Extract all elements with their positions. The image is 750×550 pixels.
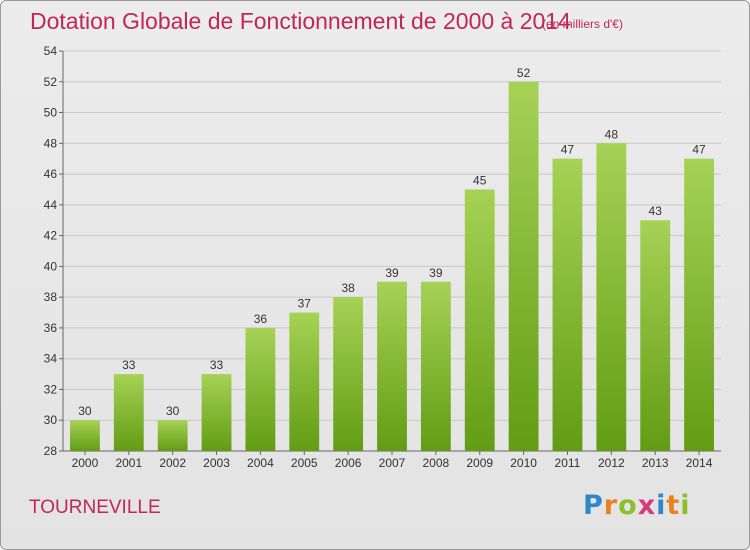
logo-letter: i [656,490,667,521]
bar-value-label: 33 [210,358,224,372]
bar-value-label: 30 [78,404,92,418]
logo-letter: t [666,490,681,521]
y-tick-label: 46 [44,167,58,181]
x-tick-label: 2008 [423,456,450,470]
x-tick-label: 2003 [203,456,230,470]
y-tick-label: 28 [44,444,58,458]
bar-value-label: 38 [341,281,355,295]
chart-subtitle: (en milliers d'€) [542,17,623,31]
bar-2000 [70,420,100,451]
bar-2001 [113,374,144,451]
bar-2006 [333,297,364,451]
y-tick-label: 36 [44,321,58,335]
x-tick-label: 2010 [510,456,537,470]
y-tick-label: 42 [44,229,58,243]
y-tick-label: 50 [44,106,58,120]
x-tick-label: 2001 [115,456,142,470]
x-tick-label: 2000 [72,456,99,470]
bar-2011 [552,158,583,451]
x-tick-label: 2011 [555,456,581,470]
y-tick-label: 34 [44,352,58,366]
bar-value-label: 39 [385,266,399,280]
bar-2014 [684,158,714,451]
bar-2007 [377,281,407,451]
logo-letter: o [618,490,638,521]
x-tick-label: 2007 [379,456,406,470]
labels: 28 30 32 34 36 38 40 42 44 46 48 50 52 54 30 2000 33 2001… [44,44,713,470]
bar-2003 [201,374,232,451]
bar-value-label: 45 [473,173,487,187]
x-tick-label: 2002 [159,456,186,470]
bar-value-label: 30 [166,404,180,418]
x-tick-label: 2014 [686,456,713,470]
bar-2013 [640,220,671,451]
x-tick-label: 2009 [466,456,493,470]
logo-letter: r [603,490,619,521]
y-tick-label: 52 [44,75,58,89]
x-tick-label: 2006 [335,456,362,470]
x-tick-label: 2012 [598,456,625,470]
commune-name: TOURNEVILLE [29,497,161,518]
bar-value-label: 43 [649,204,663,218]
x-tick-label: 2004 [247,456,274,470]
bar-2002 [157,420,188,451]
bar-2009 [464,189,495,451]
logo-letter: x [637,490,657,521]
bars [70,81,714,452]
y-tick-label: 54 [44,44,58,58]
y-tick-label: 44 [44,198,58,212]
bar-2004 [245,327,276,451]
bar-2008 [420,281,451,451]
bar-value-label: 47 [561,143,575,157]
bar-value-label: 36 [254,312,268,326]
chart-title: Dotation Globale de Fonctionnement de 20… [30,8,571,34]
proxiti-logo[interactable]: Proxiti [583,490,691,521]
y-tick-label: 40 [44,259,58,273]
bar-value-label: 47 [692,143,706,157]
bar-value-label: 48 [605,127,619,141]
bar-value-label: 33 [122,358,136,372]
y-tick-label: 32 [44,382,58,396]
logo-letter: P [583,490,604,521]
y-tick-label: 38 [44,290,58,304]
logo-letter: i [680,490,691,521]
bar-2010 [508,81,539,452]
bar-value-label: 39 [429,266,443,280]
bar-value-label: 37 [298,297,312,311]
x-tick-label: 2013 [642,456,669,470]
x-tick-label: 2005 [291,456,318,470]
y-tick-label: 48 [44,136,58,150]
y-tick-label: 30 [44,413,58,427]
bar-value-label: 52 [517,66,531,80]
bar-2012 [596,143,627,452]
bar-2005 [289,312,320,451]
